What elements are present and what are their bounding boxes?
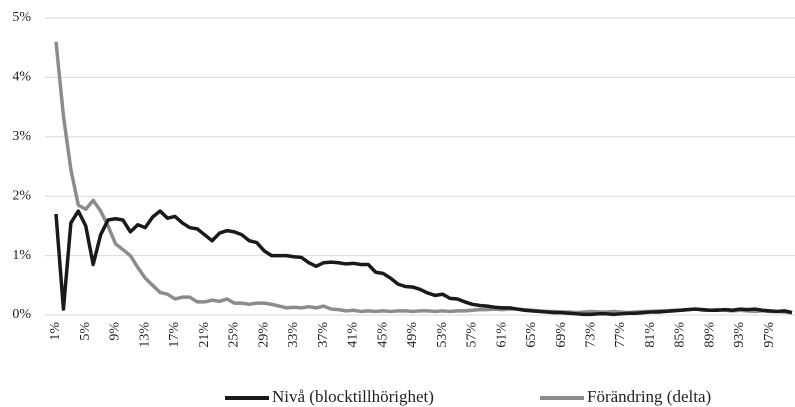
- x-tick-label: 21%: [197, 322, 212, 348]
- x-tick-label: 13%: [137, 322, 152, 348]
- x-tick-label: 89%: [702, 322, 717, 348]
- x-tick-label: 53%: [435, 322, 450, 348]
- y-tick-label: 0%: [12, 307, 31, 322]
- x-tick-label: 25%: [227, 322, 242, 348]
- x-tick-label: 1%: [48, 322, 63, 341]
- y-tick-label: 1%: [12, 248, 31, 263]
- y-tick-label: 5%: [12, 10, 31, 25]
- legend-label: Nivå (blocktillhörighet): [272, 387, 434, 406]
- x-tick-label: 65%: [524, 322, 539, 348]
- y-tick-label: 3%: [12, 129, 31, 144]
- x-tick-label: 49%: [405, 322, 420, 348]
- x-tick-label: 37%: [316, 322, 331, 348]
- x-tick-label: 17%: [167, 322, 182, 348]
- x-tick-label: 45%: [375, 322, 390, 348]
- x-tick-label: 85%: [673, 322, 688, 348]
- x-tick-label: 57%: [465, 322, 480, 348]
- x-tick-label: 93%: [732, 322, 747, 348]
- x-tick-label: 9%: [108, 322, 123, 341]
- x-tick-label: 97%: [762, 322, 777, 348]
- x-tick-label: 33%: [286, 322, 301, 348]
- x-tick-label: 29%: [256, 322, 271, 348]
- x-tick-label: 61%: [494, 322, 509, 348]
- y-tick-label: 2%: [12, 188, 31, 203]
- x-tick-label: 81%: [643, 322, 658, 348]
- x-tick-label: 69%: [554, 322, 569, 348]
- series-line: [54, 209, 793, 317]
- x-tick-label: 77%: [613, 322, 628, 348]
- x-tick-label: 5%: [78, 322, 93, 341]
- legend-label: Förändring (delta): [587, 387, 711, 406]
- y-tick-label: 4%: [12, 70, 31, 85]
- x-tick-label: 41%: [346, 322, 361, 348]
- series-line: [54, 41, 793, 315]
- x-tick-label: 73%: [583, 322, 598, 348]
